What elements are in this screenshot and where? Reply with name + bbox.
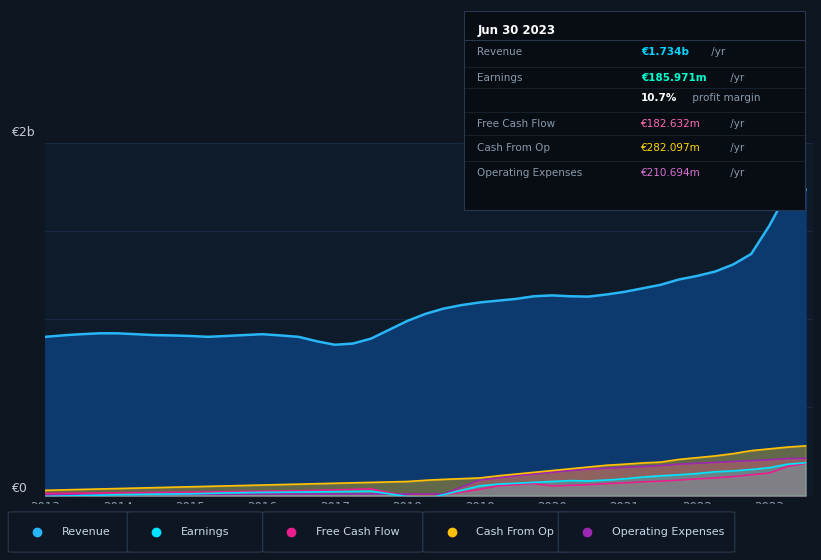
Text: Cash From Op: Cash From Op: [478, 143, 551, 153]
Text: profit margin: profit margin: [689, 92, 760, 102]
Text: €0: €0: [11, 482, 26, 495]
Text: /yr: /yr: [708, 47, 725, 57]
Text: Operating Expenses: Operating Expenses: [612, 527, 724, 537]
Text: 10.7%: 10.7%: [641, 92, 677, 102]
Text: €2b: €2b: [11, 126, 34, 139]
Text: €210.694m: €210.694m: [641, 168, 701, 178]
Text: €185.971m: €185.971m: [641, 73, 707, 83]
Text: Cash From Op: Cash From Op: [476, 527, 554, 537]
FancyBboxPatch shape: [263, 512, 423, 552]
Text: /yr: /yr: [727, 119, 744, 129]
Text: €282.097m: €282.097m: [641, 143, 701, 153]
Text: €182.632m: €182.632m: [641, 119, 701, 129]
FancyBboxPatch shape: [127, 512, 263, 552]
Text: Revenue: Revenue: [478, 47, 523, 57]
FancyBboxPatch shape: [8, 512, 131, 552]
Text: Earnings: Earnings: [181, 527, 229, 537]
Text: Operating Expenses: Operating Expenses: [478, 168, 583, 178]
FancyBboxPatch shape: [423, 512, 566, 552]
Text: Earnings: Earnings: [478, 73, 523, 83]
FancyBboxPatch shape: [558, 512, 735, 552]
Text: Jun 30 2023: Jun 30 2023: [478, 24, 556, 37]
Text: Revenue: Revenue: [62, 527, 110, 537]
Text: Free Cash Flow: Free Cash Flow: [478, 119, 556, 129]
Text: /yr: /yr: [727, 73, 744, 83]
Text: /yr: /yr: [727, 143, 744, 153]
Text: €1.734b: €1.734b: [641, 47, 689, 57]
Text: /yr: /yr: [727, 168, 744, 178]
Text: Free Cash Flow: Free Cash Flow: [316, 527, 400, 537]
